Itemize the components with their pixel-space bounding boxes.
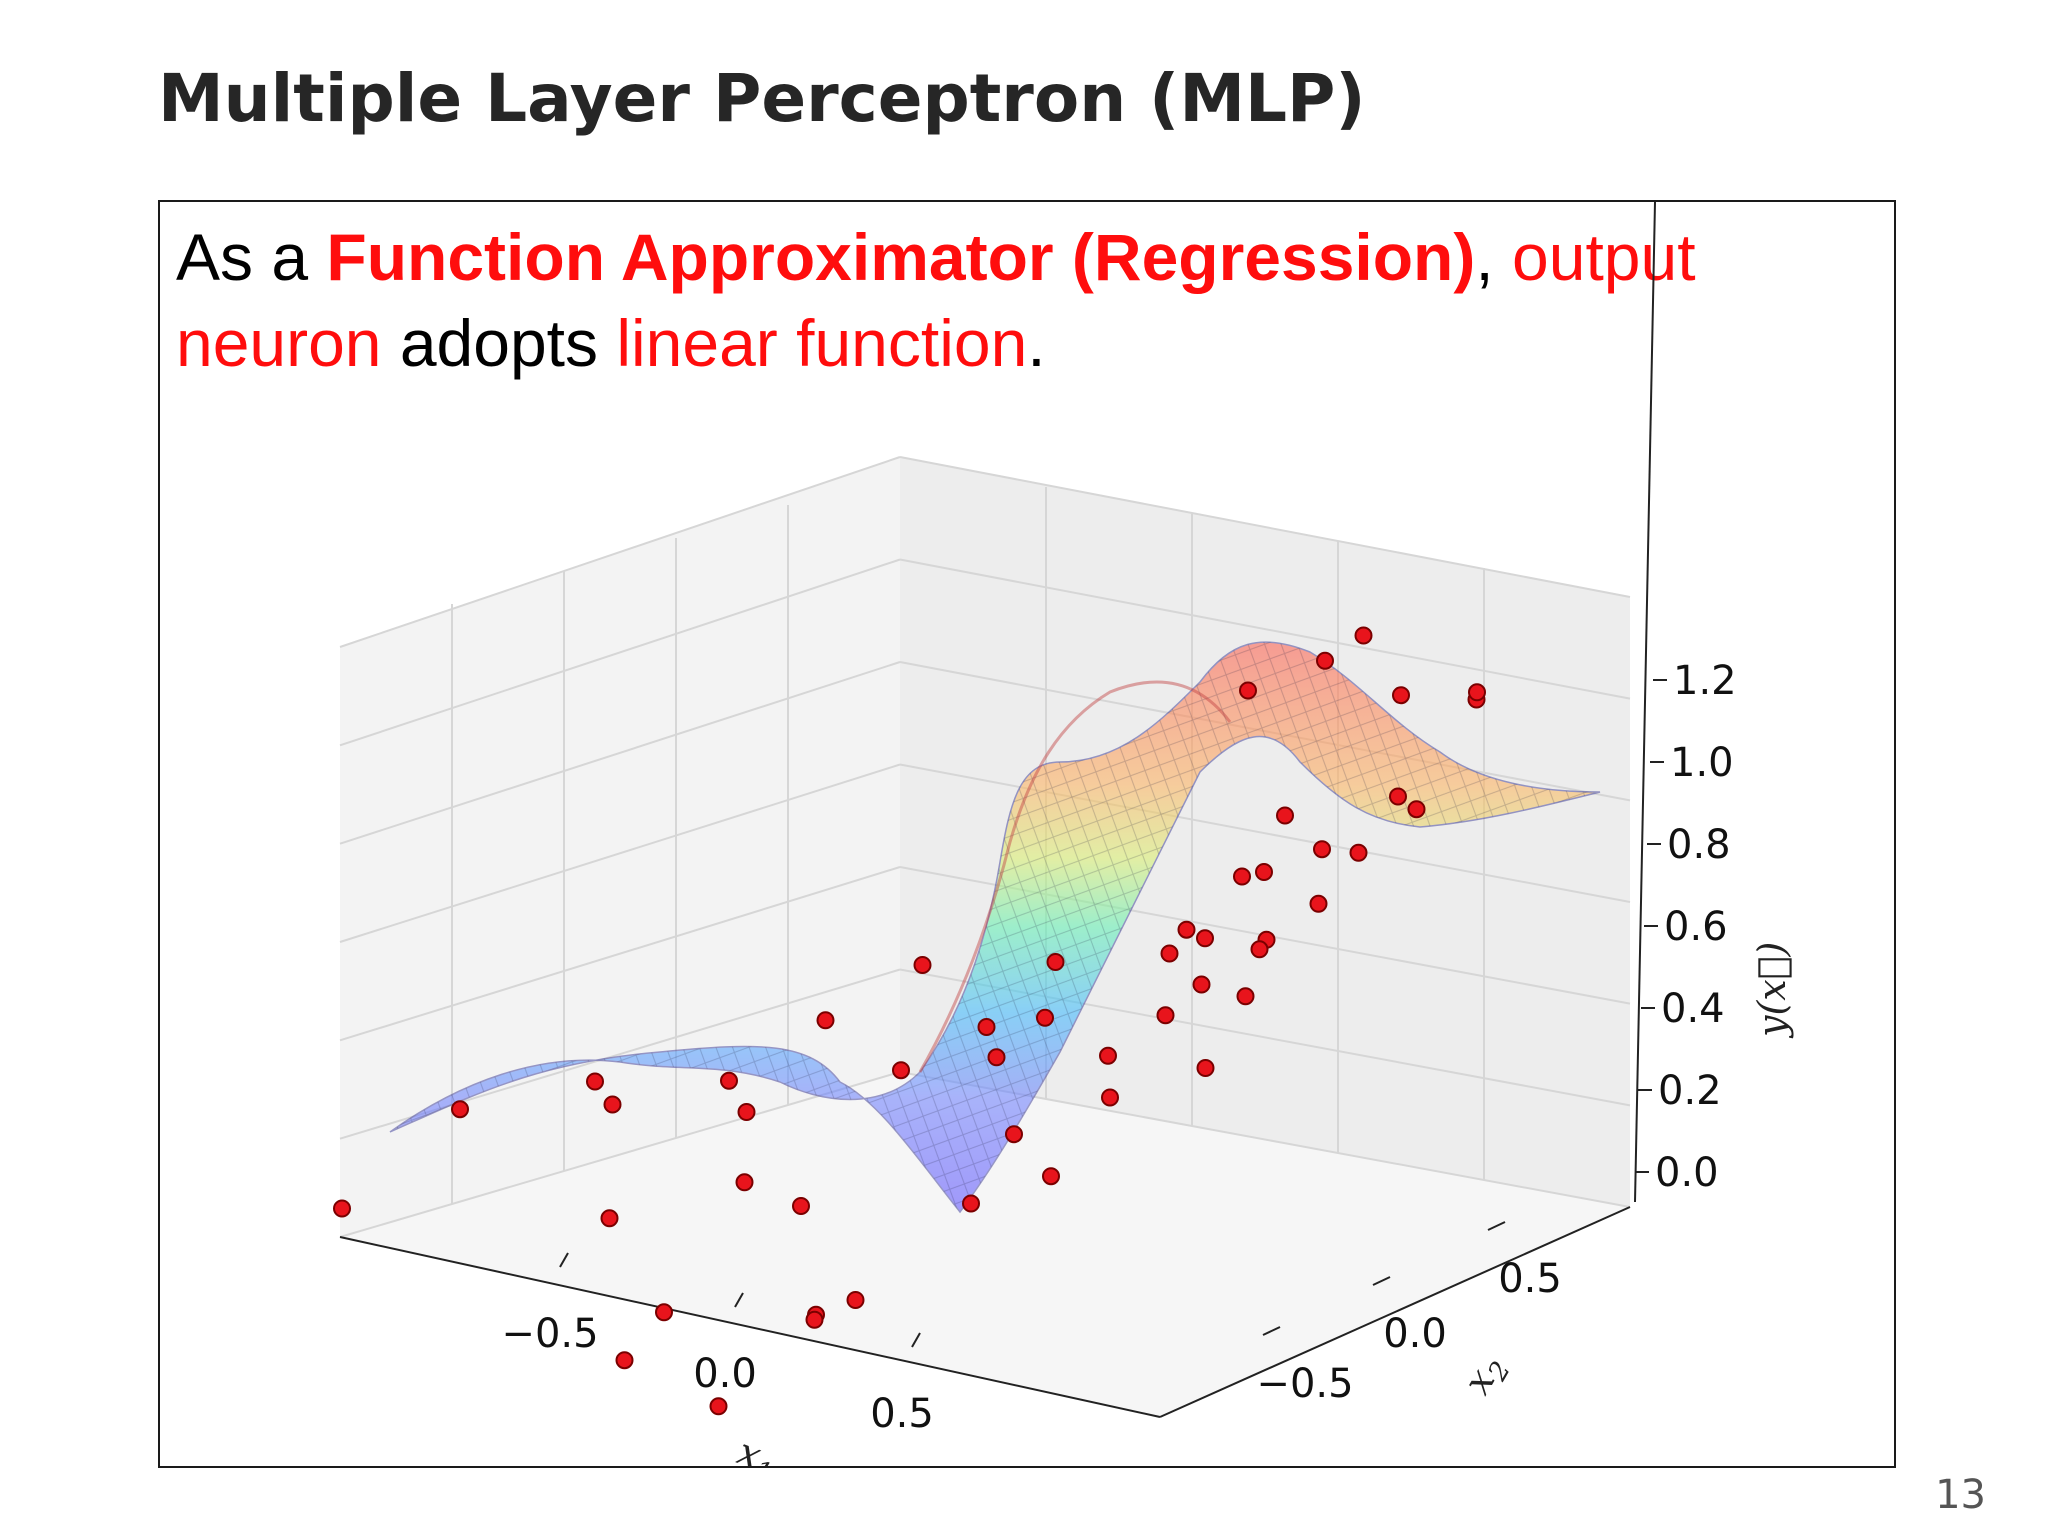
data-point <box>1276 806 1294 825</box>
data-point <box>1349 843 1368 862</box>
tick-mark <box>911 1332 921 1348</box>
data-point <box>655 1303 673 1322</box>
data-point <box>1177 920 1196 939</box>
axis-ticks: −0.5 0.0 0.5 −0.5 0.0 0.5 0.0 0.2 0.4 0.6 0.8 1.0 1.… <box>501 658 1736 1437</box>
back-pane-gridline <box>899 456 1631 598</box>
data-point <box>1239 681 1257 700</box>
data-point <box>1468 683 1486 702</box>
x2-tick-label: −0.5 <box>1256 1361 1353 1407</box>
left-pane-gridline <box>339 866 901 1042</box>
data-point <box>1192 975 1211 994</box>
data-point <box>1196 929 1214 948</box>
data-point <box>1316 651 1334 670</box>
data-point <box>1309 894 1328 913</box>
left-pane-gridline <box>339 558 901 747</box>
x1-tick-label: 0.5 <box>870 1391 934 1437</box>
z-tick-label: 0.6 <box>1664 904 1728 950</box>
caption-text-4: . <box>1027 306 1046 380</box>
x2-tick-label: 0.0 <box>1383 1311 1447 1357</box>
tick-mark <box>1262 1326 1281 1336</box>
data-point <box>333 1199 351 1218</box>
data-point <box>1196 1059 1215 1077</box>
caption-text-3: adopts <box>381 306 617 380</box>
data-point <box>792 1197 810 1215</box>
data-point <box>805 1310 824 1329</box>
z-tick-label: 0.0 <box>1655 1150 1719 1196</box>
x1-tick-label: 0.0 <box>693 1351 757 1397</box>
plot-gridlines <box>339 456 1631 1238</box>
data-point <box>1160 944 1179 963</box>
z-tick-label: 0.4 <box>1661 986 1725 1032</box>
data-point <box>892 1061 910 1080</box>
figure-caption: As a Function Approximator (Regression),… <box>176 214 1876 386</box>
z-tick-label: 0.8 <box>1667 822 1731 868</box>
data-point <box>846 1291 865 1309</box>
data-point <box>1036 1008 1054 1027</box>
data-point <box>977 1018 996 1036</box>
data-point <box>737 1103 756 1121</box>
surface-mesh <box>389 641 1601 1214</box>
tick-mark <box>734 1292 744 1308</box>
data-point <box>1255 863 1273 881</box>
data-point <box>600 1209 619 1228</box>
z-tick-label: 1.0 <box>1670 740 1734 786</box>
data-point <box>1389 787 1407 806</box>
data-point <box>913 956 932 974</box>
data-point <box>962 1194 980 1213</box>
data-point <box>1250 940 1269 959</box>
tick-mark <box>1487 1221 1506 1231</box>
data-point <box>1392 686 1410 705</box>
caption-highlight-output-neuron: output neuron <box>176 220 1696 380</box>
data-point <box>1005 1125 1023 1144</box>
left-pane-gridline <box>339 1071 901 1238</box>
x2-axis-label: x2 <box>1455 1347 1517 1405</box>
data-point <box>1233 867 1251 886</box>
data-point <box>1042 1167 1060 1186</box>
data-point <box>1046 953 1065 971</box>
x1-tick-label: −0.5 <box>501 1311 598 1357</box>
z-tick-label: 0.2 <box>1658 1068 1722 1114</box>
figure-frame: As a Function Approximator (Regression),… <box>158 200 1896 1468</box>
z-tick-label: 1.2 <box>1673 658 1737 704</box>
back-pane-gridline <box>899 558 1631 700</box>
data-point <box>586 1072 604 1091</box>
page-number: 13 <box>1935 1472 1986 1518</box>
tick-mark <box>1372 1276 1391 1286</box>
caption-highlight-linear-function: linear function <box>616 306 1028 380</box>
data-point <box>1156 1006 1175 1025</box>
data-point <box>816 1011 835 1030</box>
x1-axis-label: x1 <box>730 1429 783 1466</box>
left-pane-gridline <box>339 763 901 943</box>
data-point <box>1354 626 1373 645</box>
data-point <box>603 1095 622 1114</box>
tick-mark <box>559 1252 569 1268</box>
data-point <box>720 1071 738 1090</box>
x2-tick-label: 0.5 <box>1498 1256 1562 1302</box>
data-point <box>1313 840 1331 859</box>
data-point <box>1101 1088 1119 1107</box>
data-point <box>987 1048 1006 1067</box>
caption-text-1: As a <box>176 220 327 294</box>
data-point <box>735 1173 754 1192</box>
data-point <box>615 1351 634 1370</box>
surface-plot: −0.5 0.0 0.5 −0.5 0.0 0.5 0.0 0.2 0.4 0.6 0.8 1.0 1.… <box>333 202 1794 1466</box>
caption-text-2: , <box>1475 220 1513 294</box>
plot-panes <box>340 457 1630 1417</box>
caption-highlight-function-approximator: Function Approximator (Regression) <box>326 220 1476 294</box>
data-point <box>451 1100 469 1119</box>
data-point <box>1236 987 1255 1006</box>
data-points <box>333 626 1486 1416</box>
plot-axes <box>339 202 1656 1418</box>
left-pane-gridline <box>339 456 901 648</box>
data-point <box>1407 800 1426 819</box>
data-point <box>1099 1046 1117 1065</box>
z-axis-label: y(x⃗) <box>1750 942 1794 1039</box>
left-pane-gridline <box>339 661 901 845</box>
data-point <box>709 1397 728 1416</box>
slide-title: Multiple Layer Perceptron (MLP) <box>158 60 1366 137</box>
